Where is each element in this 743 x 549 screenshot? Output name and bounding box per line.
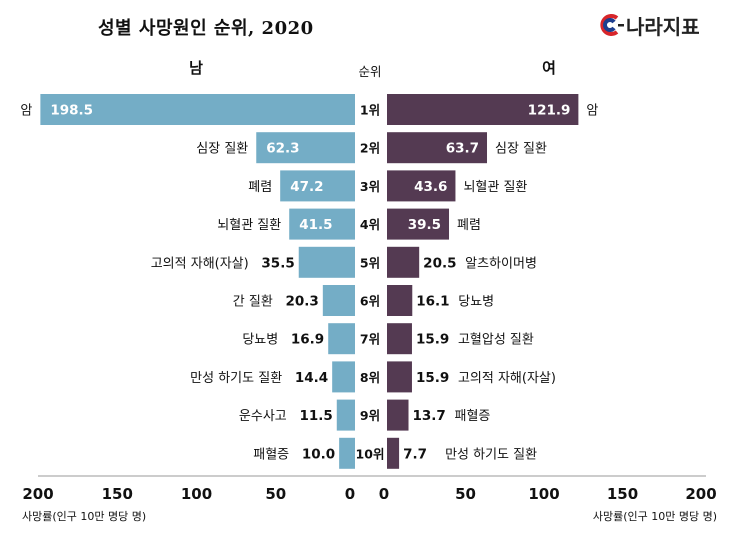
rank-label: 8위	[360, 370, 380, 385]
male-cause-label: 폐렴	[248, 180, 272, 195]
male-bar	[40, 94, 355, 125]
logo-text: 나라지표	[626, 14, 700, 39]
male-bar	[332, 361, 355, 393]
female-bar	[387, 361, 412, 393]
male-bar	[339, 437, 355, 469]
male-cause-label: 운수사고	[239, 409, 287, 424]
male-unit-label: 사망률(인구 10만 명당 명)	[22, 510, 146, 523]
x-tick-label: 100	[528, 485, 559, 503]
x-tick-label: 50	[265, 485, 286, 503]
female-cause-label: 고혈압성 질환	[458, 333, 534, 348]
female-value-label: 20.5	[423, 255, 456, 271]
female-value-label: 13.7	[413, 408, 446, 424]
x-tick-label: 150	[102, 485, 133, 503]
female-value-label: 63.7	[446, 141, 479, 157]
rank-label: 1위	[360, 103, 380, 118]
female-cause-label: 암	[586, 104, 598, 119]
female-cause-label: 뇌혈관 질환	[463, 180, 527, 195]
female-value-label: 121.9	[528, 103, 571, 119]
male-bar	[322, 285, 355, 316]
female-bar	[387, 94, 579, 125]
female-unit-label: 사망률(인구 10만 명당 명)	[593, 510, 717, 523]
female-value-label: 7.7	[403, 446, 427, 462]
male-cause-label: 당뇨병	[242, 333, 278, 348]
x-tick-label: 150	[607, 485, 638, 503]
female-cause-label: 만성 하기도 질환	[445, 447, 537, 462]
male-cause-label: 심장 질환	[196, 142, 248, 157]
female-cause-label: 당뇨병	[458, 295, 494, 310]
female-cause-label: 알츠하이머병	[465, 256, 537, 271]
rank-label: 5위	[360, 255, 380, 270]
rank-label: 2위	[360, 141, 380, 156]
male-bar	[298, 246, 355, 278]
female-header: 여	[542, 59, 556, 77]
male-value-label: 11.5	[299, 408, 332, 424]
male-value-label: 10.0	[302, 446, 335, 462]
male-cause-label: 암	[20, 104, 32, 119]
male-bar	[289, 208, 355, 240]
female-value-label: 39.5	[408, 217, 441, 233]
male-bar	[328, 323, 355, 355]
rank-header: 순위	[358, 64, 381, 79]
female-cause-label: 폐렴	[457, 218, 481, 233]
nara-emblem-icon	[600, 14, 624, 36]
male-value-label: 41.5	[299, 217, 332, 233]
male-value-label: 16.9	[291, 332, 324, 348]
female-bar	[387, 437, 400, 469]
x-tick-label: 0	[345, 485, 355, 503]
male-bar	[280, 170, 355, 202]
male-cause-label: 패혈증	[253, 447, 289, 462]
rank-label: 9위	[360, 408, 380, 423]
female-bar	[387, 246, 420, 278]
female-cause-label: 고의적 자해(자살)	[458, 371, 556, 386]
rank-label: 4위	[360, 217, 380, 232]
x-tick-label: 0	[379, 485, 389, 503]
male-value-label: 35.5	[261, 255, 294, 271]
male-value-label: 47.2	[290, 179, 323, 195]
x-tick-label: 200	[685, 485, 716, 503]
male-value-label: 20.3	[286, 294, 319, 310]
female-bar	[387, 323, 412, 355]
female-cause-label: 심장 질환	[495, 142, 547, 157]
female-bar	[387, 132, 488, 164]
male-value-label: 62.3	[266, 141, 299, 157]
male-cause-label: 고의적 자해(자살)	[151, 256, 249, 271]
female-value-label: 43.6	[414, 179, 447, 195]
rank-label: 10위	[356, 446, 385, 461]
male-header: 남	[189, 59, 203, 77]
female-bar	[387, 208, 450, 240]
male-cause-label: 만성 하기도 질환	[190, 371, 282, 386]
nara-logo: 나라지표	[596, 10, 700, 40]
x-tick-label: 50	[455, 485, 476, 503]
female-value-label: 15.9	[416, 332, 449, 348]
female-bar	[387, 399, 409, 431]
x-tick-label: 200	[22, 485, 53, 503]
male-value-label: 14.4	[295, 370, 328, 386]
female-bar	[387, 285, 413, 316]
rank-label: 6위	[360, 294, 380, 309]
x-tick-label: 100	[181, 485, 212, 503]
female-value-label: 15.9	[416, 370, 449, 386]
male-bar	[256, 132, 355, 164]
chart-title: 성별 사망원인 순위, 2020	[98, 18, 314, 39]
male-bar	[336, 399, 355, 431]
rank-label: 7위	[360, 332, 380, 347]
female-bar	[387, 170, 456, 202]
male-cause-label: 뇌혈관 질환	[217, 218, 281, 233]
female-value-label: 16.1	[416, 294, 449, 310]
rank-label: 3위	[360, 179, 380, 194]
male-cause-label: 간 질환	[233, 295, 273, 310]
male-value-label: 198.5	[50, 103, 93, 119]
female-cause-label: 패혈증	[455, 409, 491, 424]
